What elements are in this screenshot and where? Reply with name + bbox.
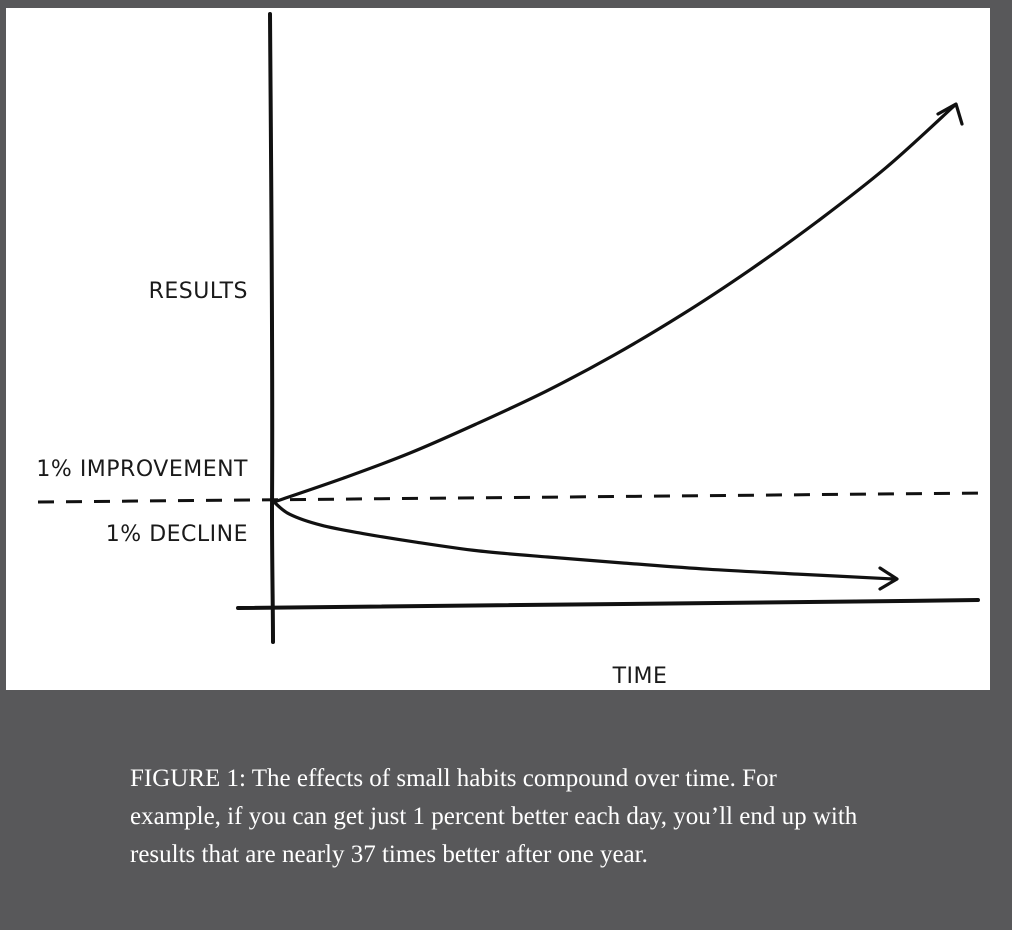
decline-arrowhead-icon (878, 566, 899, 591)
x-axis (236, 598, 980, 610)
baseline-label-improvement: 1% IMPROVEMENT (36, 457, 248, 482)
y-axis-label: RESULTS (149, 279, 248, 304)
axes (37, 12, 987, 644)
improvement-arrowhead-icon (936, 102, 964, 126)
figure-caption: FIGURE 1: The effects of small habits co… (130, 765, 858, 868)
x-axis-label: TIME (612, 664, 668, 689)
baseline-dashed-line (37, 491, 987, 504)
decline-curve (272, 500, 896, 581)
baseline-label-decline: 1% DECLINE (106, 522, 248, 547)
improvement-curve (272, 104, 956, 504)
figure-panel: RESULTS 1% IMPROVEMENT 1% DECLINE TIME (6, 8, 990, 690)
y-axis (268, 12, 275, 644)
chart: RESULTS 1% IMPROVEMENT 1% DECLINE TIME (36, 12, 987, 689)
